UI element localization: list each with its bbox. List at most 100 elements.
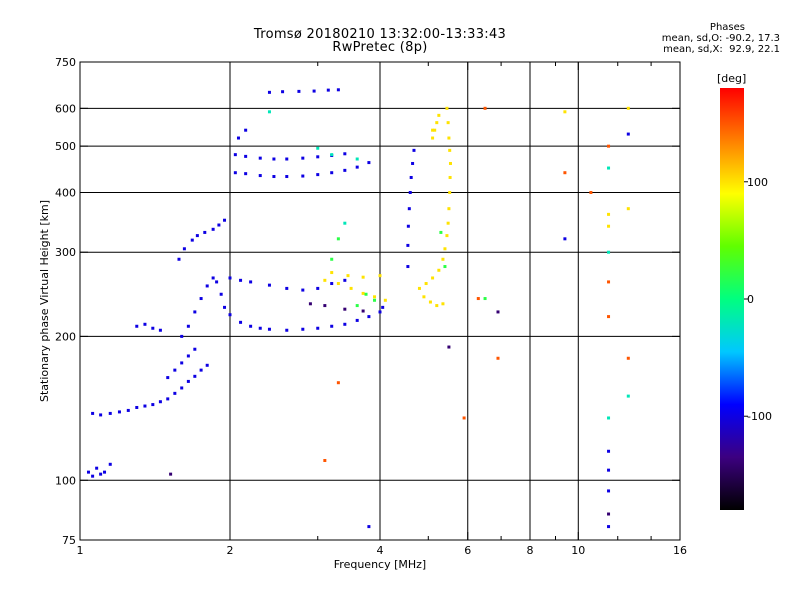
data-point — [323, 458, 327, 462]
data-point — [205, 284, 209, 288]
data-point — [446, 221, 450, 225]
x-tick-label: 2 — [227, 544, 234, 557]
data-point — [409, 175, 413, 179]
data-point — [355, 165, 359, 169]
data-point — [433, 128, 437, 132]
colorbar-tick-label: 0 — [747, 293, 754, 306]
colorbar-tick-label: -100 — [747, 410, 772, 423]
data-point — [343, 168, 347, 172]
data-point — [249, 280, 253, 284]
data-point — [406, 265, 410, 269]
chart-subtitle: RwPretec (8p) — [332, 40, 428, 55]
data-point — [143, 404, 147, 408]
data-point — [267, 283, 271, 287]
data-point — [483, 297, 487, 301]
data-point — [258, 174, 262, 178]
data-point — [607, 144, 611, 148]
data-point — [607, 250, 611, 254]
data-point — [91, 411, 95, 415]
data-point — [563, 237, 567, 241]
data-point — [308, 302, 312, 306]
x-tick-label: 6 — [464, 544, 471, 557]
data-point — [443, 247, 447, 251]
y-tick-label: 200 — [55, 330, 76, 343]
data-point — [607, 489, 611, 493]
data-point — [103, 470, 107, 474]
data-point — [343, 221, 347, 225]
y-axis-label: Stationary phase Virtual Height [km] — [38, 200, 51, 402]
data-point — [446, 121, 450, 125]
data-point — [406, 243, 410, 247]
data-point — [316, 286, 320, 290]
data-point — [496, 310, 500, 314]
y-tick-label: 600 — [55, 102, 76, 115]
data-point — [626, 106, 630, 110]
data-point — [186, 354, 190, 358]
data-point — [607, 212, 611, 216]
data-point — [462, 416, 466, 420]
data-point — [267, 90, 271, 94]
data-point — [193, 374, 197, 378]
data-point — [607, 416, 611, 420]
data-point — [441, 257, 445, 261]
data-point — [186, 324, 190, 328]
data-point — [244, 128, 248, 132]
data-point — [301, 327, 305, 331]
data-point — [437, 113, 441, 117]
data-point — [448, 190, 452, 194]
data-point — [323, 304, 327, 308]
data-point — [244, 172, 248, 176]
grid — [80, 62, 680, 540]
data-point — [258, 326, 262, 330]
y-tick-label: 300 — [55, 246, 76, 259]
data-point — [443, 265, 447, 269]
data-point — [431, 136, 435, 140]
data-point — [180, 361, 184, 365]
data-point — [364, 292, 368, 296]
data-point — [330, 257, 334, 261]
data-point — [316, 173, 320, 177]
data-point — [496, 356, 500, 360]
data-point — [336, 381, 340, 385]
data-point — [435, 121, 439, 125]
data-point — [285, 157, 289, 161]
data-point — [297, 89, 301, 93]
data-point — [563, 110, 567, 114]
data-point — [367, 315, 371, 319]
data-point — [439, 230, 443, 234]
data-point — [373, 298, 377, 302]
data-point — [86, 470, 90, 474]
y-tick-label: 100 — [55, 474, 76, 487]
data-points — [86, 88, 630, 529]
chart-title: Tromsø 20180210 13:32:00-13:33:43 — [253, 27, 507, 42]
data-point — [626, 207, 630, 211]
data-point — [228, 276, 232, 280]
data-point — [607, 166, 611, 170]
data-point — [330, 271, 334, 275]
phase-stats-o: mean, sd,O: -90.2, 17.3 — [661, 33, 780, 44]
data-point — [193, 347, 197, 351]
data-point — [267, 110, 271, 114]
x-tick-label: 8 — [527, 544, 534, 557]
data-point — [381, 305, 385, 309]
data-point — [233, 153, 237, 157]
data-point — [258, 156, 262, 160]
data-point — [316, 146, 320, 150]
data-point — [228, 313, 232, 317]
data-point — [108, 462, 112, 466]
data-point — [431, 276, 435, 280]
data-point — [219, 292, 223, 296]
colorbar-label: [deg] — [717, 72, 746, 85]
data-point — [223, 305, 227, 309]
data-point — [367, 525, 371, 529]
data-point — [367, 161, 371, 165]
data-point — [182, 247, 186, 251]
y-tick-label: 400 — [55, 186, 76, 199]
data-point — [437, 268, 441, 272]
data-point — [483, 106, 487, 110]
x-tick-label: 16 — [673, 544, 687, 557]
data-point — [330, 282, 334, 286]
data-point — [476, 297, 480, 301]
data-point — [330, 324, 334, 328]
data-point — [626, 356, 630, 360]
